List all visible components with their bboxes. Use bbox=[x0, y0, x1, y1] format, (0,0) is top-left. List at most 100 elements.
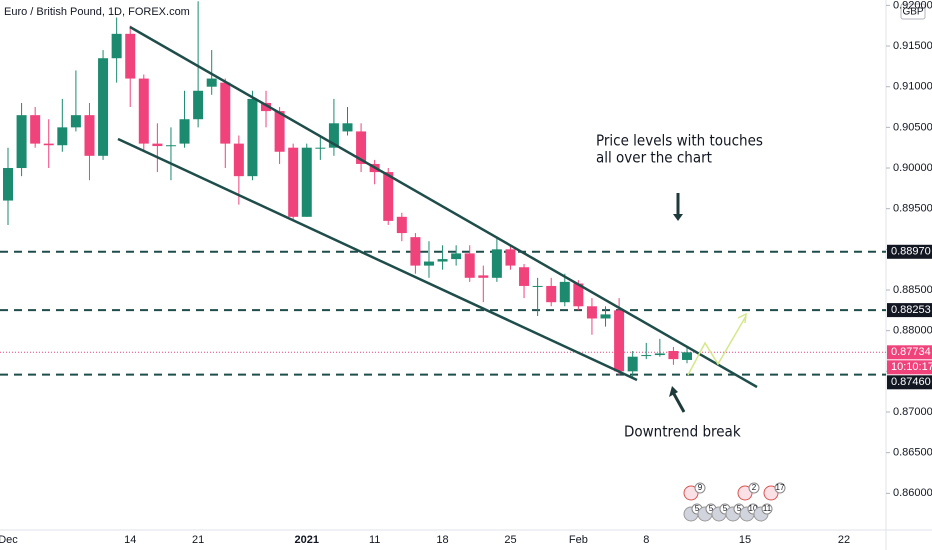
countdown-box bbox=[887, 360, 932, 375]
candle-body bbox=[70, 115, 81, 128]
candle-body bbox=[179, 119, 190, 144]
candle-body bbox=[478, 275, 489, 278]
candle-body bbox=[423, 261, 434, 266]
candle-body bbox=[315, 147, 326, 149]
candle-body bbox=[586, 306, 597, 319]
event-count: 5 bbox=[737, 504, 742, 513]
x-tick-label: 2021 bbox=[295, 534, 319, 546]
y-tick-label: 0.90500 bbox=[893, 121, 932, 133]
level-label-box bbox=[887, 375, 932, 390]
event-count-bg bbox=[774, 482, 786, 494]
candle-body bbox=[627, 356, 638, 372]
candle-body bbox=[30, 115, 41, 144]
candle-body bbox=[437, 259, 448, 262]
x-tick-label: 22 bbox=[838, 534, 850, 546]
candle-body bbox=[614, 310, 625, 372]
last-price-label: 0.87734 bbox=[891, 346, 931, 358]
y-tick-label: 0.91000 bbox=[893, 81, 932, 93]
candle-body bbox=[288, 147, 299, 217]
candle-body bbox=[233, 143, 244, 177]
candle-body bbox=[206, 78, 217, 87]
candle-body bbox=[301, 147, 312, 217]
y-tick-label: 0.90000 bbox=[893, 162, 932, 174]
candle-body bbox=[3, 168, 13, 201]
candle-body bbox=[491, 249, 502, 278]
y-tick-label: 0.91500 bbox=[893, 40, 932, 52]
chart-title: Euro / British Pound, 1D, FOREX.com bbox=[4, 6, 190, 18]
y-tick-label: 0.92000 bbox=[893, 0, 932, 11]
y-tick-label: 0.89500 bbox=[893, 203, 932, 215]
level-label-box bbox=[887, 244, 932, 259]
last-price-label-box bbox=[887, 345, 932, 360]
event-count: 9 bbox=[698, 483, 703, 492]
candle-body bbox=[84, 115, 95, 156]
event-count: 11 bbox=[763, 504, 772, 513]
candle-body bbox=[220, 82, 231, 144]
x-tick-label: 25 bbox=[504, 534, 516, 546]
candle-body bbox=[16, 115, 27, 169]
x-tick-label: 14 bbox=[124, 534, 136, 546]
candle-body bbox=[356, 131, 367, 164]
candle-body bbox=[559, 281, 570, 303]
candle-body bbox=[600, 314, 611, 319]
candle-body bbox=[641, 355, 652, 357]
event-count: 5 bbox=[695, 504, 700, 513]
candle-body bbox=[165, 145, 176, 147]
y-tick-label: 0.88000 bbox=[893, 325, 932, 337]
event-count: 5 bbox=[723, 504, 728, 513]
annotation: Downtrend break bbox=[624, 423, 741, 441]
event-count: 5 bbox=[709, 504, 714, 513]
candle-body bbox=[125, 33, 136, 79]
candle-body bbox=[193, 90, 204, 120]
x-tick-label: 18 bbox=[436, 534, 448, 546]
candle-body bbox=[410, 237, 421, 266]
level-label-box bbox=[887, 303, 932, 318]
candle-body bbox=[532, 285, 543, 287]
candle-body bbox=[328, 123, 339, 148]
candle-body bbox=[247, 98, 258, 177]
level-label: 0.87460 bbox=[891, 376, 931, 388]
candle-body bbox=[451, 253, 462, 260]
x-tick-label: 11 bbox=[369, 534, 380, 546]
candle-body bbox=[274, 111, 285, 152]
candle-body bbox=[682, 352, 692, 360]
annotation: all over the chart bbox=[596, 149, 712, 167]
event-count-bg bbox=[761, 503, 773, 515]
y-tick-label: 0.88500 bbox=[893, 284, 932, 296]
candle-body bbox=[111, 33, 122, 59]
x-tick-label: 15 bbox=[739, 534, 751, 546]
level-label: 0.88253 bbox=[891, 304, 931, 316]
candle-body bbox=[138, 78, 149, 144]
y-tick-label: 0.86500 bbox=[893, 447, 932, 459]
annotation: Price levels with touches bbox=[596, 132, 763, 150]
candle-body bbox=[152, 143, 163, 147]
trend-line bbox=[117, 137, 638, 382]
projection-head bbox=[737, 312, 747, 324]
x-tick-label: Feb bbox=[569, 534, 588, 546]
event-count: 10 bbox=[749, 504, 758, 513]
candle-body bbox=[505, 249, 516, 266]
candle-body bbox=[342, 123, 353, 132]
countdown: 10:10:17 bbox=[891, 361, 932, 373]
event-count-bg bbox=[694, 482, 706, 494]
y-tick-label: 0.87000 bbox=[893, 406, 932, 418]
candle-body bbox=[668, 351, 679, 360]
arrow-head bbox=[673, 214, 683, 221]
candle-body bbox=[43, 143, 54, 146]
candle-body bbox=[261, 102, 272, 112]
event-count: 17 bbox=[776, 483, 785, 492]
candle-body bbox=[573, 283, 584, 307]
arrow bbox=[672, 393, 686, 413]
candle-body bbox=[654, 353, 665, 356]
candle-body bbox=[57, 127, 68, 146]
x-tick-label: 8 bbox=[643, 534, 649, 546]
currency: GBP bbox=[902, 7, 923, 18]
event-count: 2 bbox=[752, 483, 757, 492]
candle-body bbox=[546, 285, 557, 303]
candle-body bbox=[98, 58, 109, 156]
x-tick-label: Dec bbox=[0, 534, 18, 546]
arrow-head bbox=[669, 386, 678, 397]
candle-body bbox=[383, 172, 394, 221]
candle-body bbox=[396, 216, 407, 234]
candle-body bbox=[519, 267, 530, 286]
